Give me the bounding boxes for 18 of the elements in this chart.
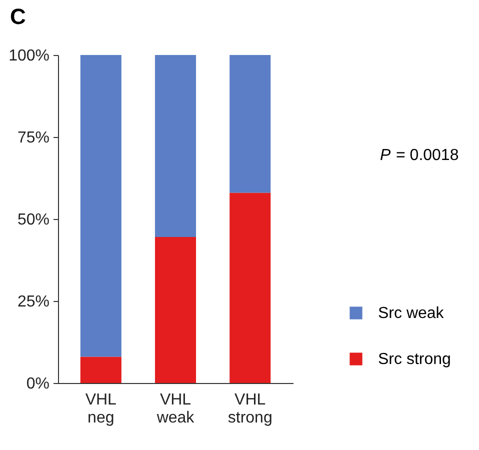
y-tick-label: 100%: [8, 48, 50, 64]
bar: [154, 237, 196, 383]
text: P = 0.0018: [380, 147, 459, 164]
bar: [80, 55, 122, 357]
y-tick-label: 0%: [26, 376, 50, 392]
legend-label: Src weak: [378, 305, 445, 322]
x-tick-label: VHL strong: [228, 392, 272, 426]
bar: [154, 55, 196, 238]
bar: [80, 356, 122, 383]
legend-label: Src strong: [378, 351, 451, 368]
x-tick-label: VHL neg: [85, 392, 117, 426]
bar: [230, 192, 271, 383]
y-tick-label: 50%: [17, 212, 50, 228]
y-tick-label: 25%: [17, 294, 50, 310]
chart-title: C: [10, 4, 26, 29]
y-tick-label: 75%: [17, 130, 50, 146]
bar: [230, 55, 271, 193]
x-tick-label: VHL weak: [156, 392, 196, 426]
